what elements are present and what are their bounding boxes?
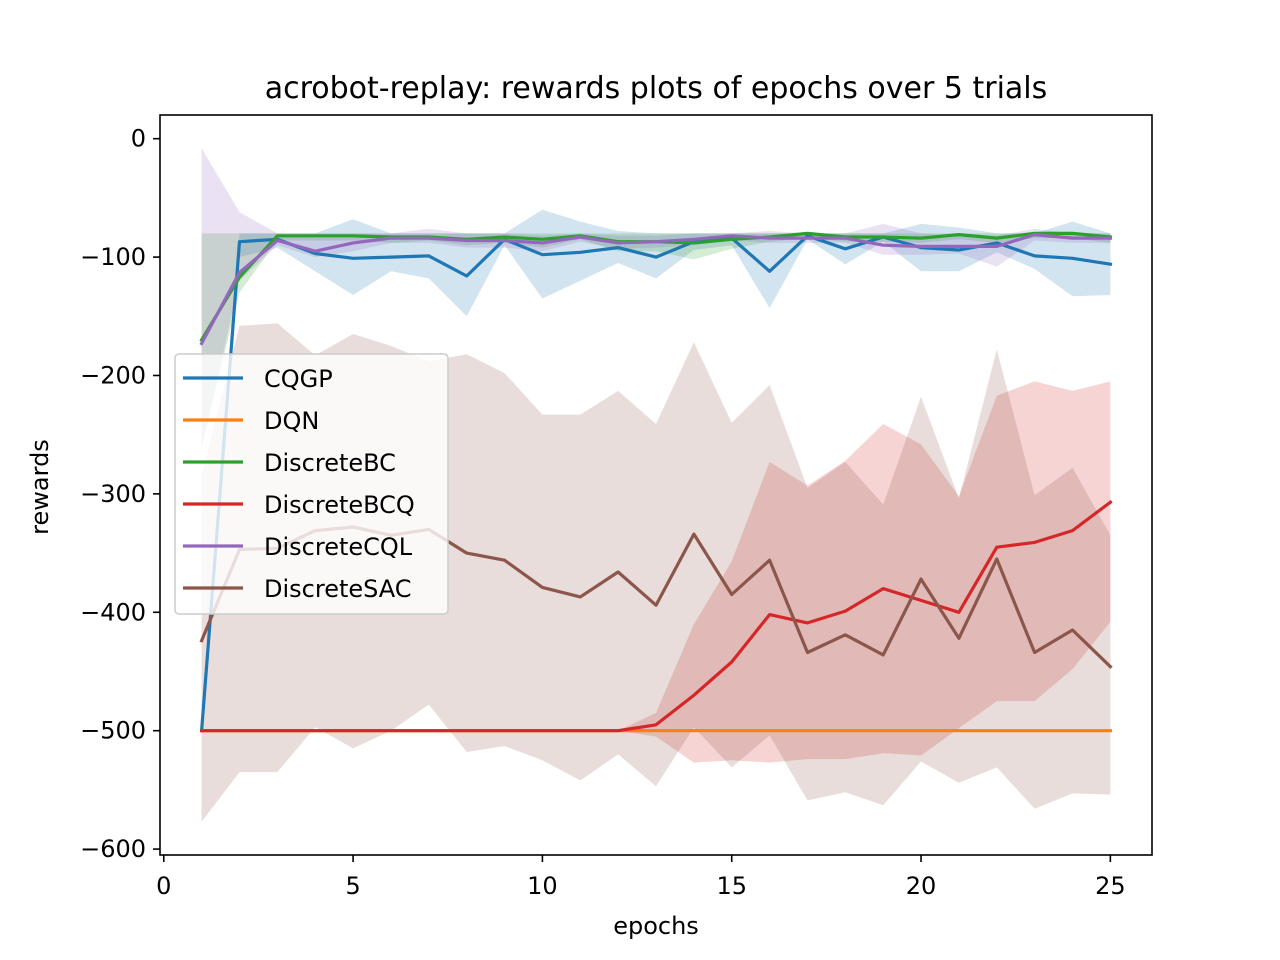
band-discretebcq — [201, 381, 1111, 763]
legend-label-discretecql: DiscreteCQL — [264, 533, 413, 561]
y-axis-label: rewards — [26, 439, 54, 535]
x-tick-label: 20 — [906, 872, 937, 900]
x-tick-label: 0 — [156, 872, 171, 900]
legend-box — [174, 353, 449, 615]
legend-label-cqgp: CQGP — [264, 365, 333, 393]
chart-title: acrobot-replay: rewards plots of epochs … — [265, 71, 1048, 106]
legend-label-dqn: DQN — [264, 407, 319, 435]
y-axis-ticks: 0 −100 −200 −300 −400 −500 −600 — [80, 125, 160, 863]
legend-label-discretebc: DiscreteBC — [264, 449, 396, 477]
series-line-cqgp — [199, 234, 1113, 733]
y-tick-label: −100 — [80, 243, 146, 271]
y-tick-label: 0 — [131, 125, 146, 153]
x-axis-ticks: 0 5 10 15 20 25 — [156, 855, 1126, 900]
legend: CQGP DQN DiscreteBC DiscreteBCQ DiscreteCQL D… — [174, 353, 449, 615]
legend-label-discretesac: DiscreteSAC — [264, 575, 412, 603]
legend-label-discretebcq: DiscreteBCQ — [264, 491, 415, 519]
x-tick-label: 25 — [1095, 872, 1126, 900]
y-tick-label: −400 — [80, 598, 146, 626]
y-tick-label: −500 — [80, 717, 146, 745]
plot-frame — [159, 114, 1153, 856]
y-tick-label: −300 — [80, 480, 146, 508]
y-tick-label: −600 — [80, 835, 146, 863]
series-line-discretecql — [199, 233, 1113, 346]
series-lines — [199, 231, 1113, 733]
band-cqgp — [201, 209, 1111, 731]
x-tick-label: 5 — [345, 872, 360, 900]
y-tick-label: −200 — [80, 361, 146, 389]
x-axis-label: epochs — [613, 912, 699, 940]
series-line-discretebcq — [200, 499, 1113, 733]
x-tick-label: 10 — [527, 872, 558, 900]
x-tick-label: 15 — [716, 872, 747, 900]
